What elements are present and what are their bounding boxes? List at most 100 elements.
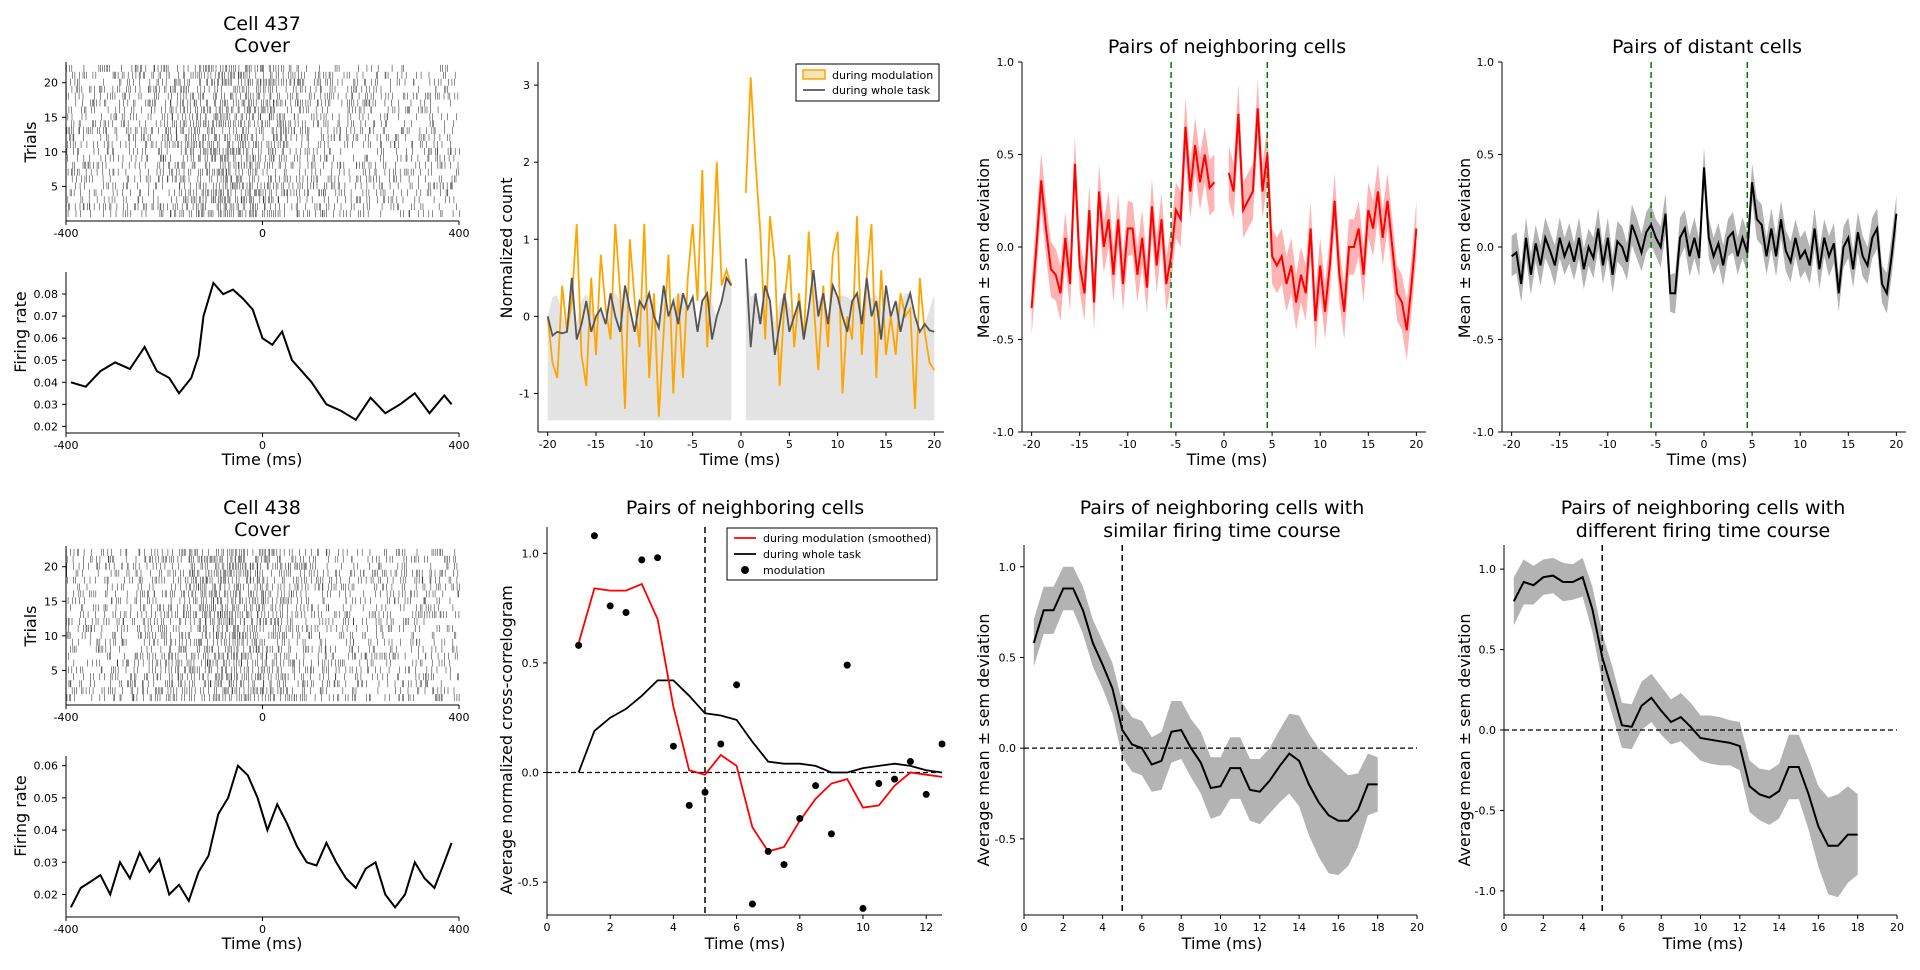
whole-task-line-pre — [546, 275, 733, 340]
x-tick-label: 18 — [1371, 921, 1385, 934]
neighbor-pairs-xlabel: Time (ms) — [1186, 450, 1268, 469]
x-tick-label: 10 — [1214, 921, 1228, 934]
modulation-point — [891, 775, 899, 783]
y-tick-label: -1.0 — [1475, 885, 1496, 898]
similar-tc-xlabel: Time (ms) — [1181, 934, 1263, 953]
y-tick-label: 0.02 — [34, 888, 59, 901]
modulation-point — [606, 602, 614, 610]
x-tick-label: -400 — [54, 923, 79, 936]
x-tick-label: -400 — [54, 439, 79, 452]
y-tick-label: 0.0 — [1477, 241, 1495, 254]
y-tick-label: -0.5 — [1473, 334, 1494, 347]
modulation-point — [859, 904, 867, 912]
x-tick-label: 8 — [1658, 921, 1665, 934]
xcorr-xlabel: Time (ms) — [704, 934, 786, 953]
y-tick-label: 0.0 — [522, 767, 540, 780]
x-tick-label: 20 — [1410, 921, 1424, 934]
y-tick-label: 0.02 — [34, 420, 59, 433]
x-tick-label: 6 — [1138, 921, 1145, 934]
y-tick-label: 1 — [523, 233, 530, 246]
y-tick-label: -0.5 — [995, 833, 1016, 846]
different-tc-xlabel: Time (ms) — [1662, 934, 1744, 953]
x-tick-label: -10 — [635, 438, 653, 451]
y-tick-label: 1.0 — [522, 547, 540, 560]
modulation-point — [669, 742, 677, 750]
sem-band — [1513, 557, 1858, 898]
modulation-point — [922, 790, 930, 798]
xcorr-ylabel: Average normalized cross-correlogram — [497, 585, 516, 894]
x-tick-label: 0 — [259, 923, 266, 936]
x-tick-label: 10 — [831, 438, 845, 451]
legend-swatch-modulation-dot — [741, 566, 749, 574]
x-tick-label: 0 — [1501, 921, 1508, 934]
norm-count-panel: Normalized count Time (ms) -20 -15 -10 -5 0 5… — [497, 62, 944, 469]
x-tick-label: 400 — [449, 923, 470, 936]
y-tick-label: 10 — [44, 630, 58, 643]
x-tick-label: 10 — [1793, 438, 1807, 451]
y-tick-label: 1.0 — [1479, 563, 1497, 576]
x-tick-label: 20 — [927, 438, 941, 451]
modulation-point — [843, 661, 851, 669]
modulation-point — [875, 779, 883, 787]
neighbor-pairs-ylabel: Mean ± sem deviation — [974, 158, 993, 338]
x-tick-label: 16 — [1811, 921, 1825, 934]
mean-line-1 — [1227, 108, 1418, 331]
y-tick-label: 15 — [44, 111, 58, 124]
x-tick-label: -5 — [687, 438, 698, 451]
neighbor-pairs-plot: -20 -15 -10 -5 0 5 10 15 20 -1.0 -0.5 0.0 0.5 1.0 — [993, 56, 1426, 451]
x-tick-label: 15 — [1361, 438, 1375, 451]
x-tick-label: 12 — [1733, 921, 1747, 934]
mean-line — [1032, 587, 1378, 822]
distant-pairs-plot: -20 -15 -10 -5 0 5 10 15 20 -1.0 -0.5 0.0 0.5 1.0 — [1473, 56, 1906, 451]
raster-437-plot: -400 0 400 5 10 15 20 — [44, 62, 470, 240]
x-tick-label: 20 — [1890, 921, 1904, 934]
y-tick-label: 5 — [51, 180, 58, 193]
y-tick-label: 0.0 — [1479, 724, 1497, 737]
x-tick-label: 8 — [1178, 921, 1185, 934]
legend-label-smoothed: during modulation (smoothed) — [763, 532, 931, 545]
xcorr-plot: 0 2 4 6 8 10 12 -0.5 0.0 0.5 1.0 — [518, 527, 946, 934]
x-tick-label: 2 — [1540, 921, 1547, 934]
y-tick-label: 0.04 — [34, 376, 59, 389]
y-tick-label: 10 — [44, 146, 58, 159]
sem-band-0 — [1031, 97, 1215, 336]
x-tick-label: 15 — [879, 438, 893, 451]
raster-438-title-line1: Cell 438 — [223, 497, 301, 519]
x-tick-label: 5 — [786, 438, 793, 451]
y-tick-label: 0.07 — [34, 310, 59, 323]
norm-count-ylabel: Normalized count — [497, 178, 516, 319]
modulation-line-pre — [546, 162, 733, 417]
modulation-point — [938, 740, 946, 748]
rate-438-xlabel: Time (ms) — [221, 934, 303, 953]
modulation-point — [701, 788, 709, 796]
x-tick-label: 12 — [1253, 921, 1267, 934]
x-tick-label: -10 — [1599, 438, 1617, 451]
raster-437-ylabel: Trials — [21, 121, 40, 163]
y-tick-label: 2 — [523, 156, 530, 169]
x-tick-label: 20 — [1889, 438, 1903, 451]
raster-438-ylabel: Trials — [21, 605, 40, 647]
similar-tc-ylabel: Average mean ± sem deviation — [974, 614, 993, 867]
x-tick-label: -20 — [1503, 438, 1521, 451]
x-tick-label: 0 — [259, 439, 266, 452]
y-tick-label: 0.03 — [34, 856, 59, 869]
modulation-point — [590, 532, 598, 540]
whole-task-line — [577, 679, 943, 774]
x-tick-label: 0 — [738, 438, 745, 451]
y-tick-label: 0.06 — [34, 760, 59, 773]
modulation-point — [638, 556, 646, 564]
modulation-point — [827, 830, 835, 838]
y-tick-label: 0.5 — [997, 149, 1015, 162]
raster-437-title-line1: Cell 437 — [223, 13, 301, 35]
different-tc-plot: 0 2 4 6 8 10 12 14 16 18 20 -1.0 -0.5 0.0 0.5 1.0 — [1475, 545, 1904, 934]
x-tick-label: -15 — [587, 438, 605, 451]
y-tick-label: 5 — [51, 664, 58, 677]
y-tick-label: 20 — [44, 561, 58, 574]
legend-label-modulation: during modulation — [832, 69, 933, 82]
x-tick-label: 6 — [733, 921, 740, 934]
y-tick-label: 0.05 — [34, 354, 59, 367]
norm-count-legend: during modulation during whole task — [795, 63, 940, 102]
x-tick-label: 8 — [796, 921, 803, 934]
modulation-point — [906, 758, 914, 766]
